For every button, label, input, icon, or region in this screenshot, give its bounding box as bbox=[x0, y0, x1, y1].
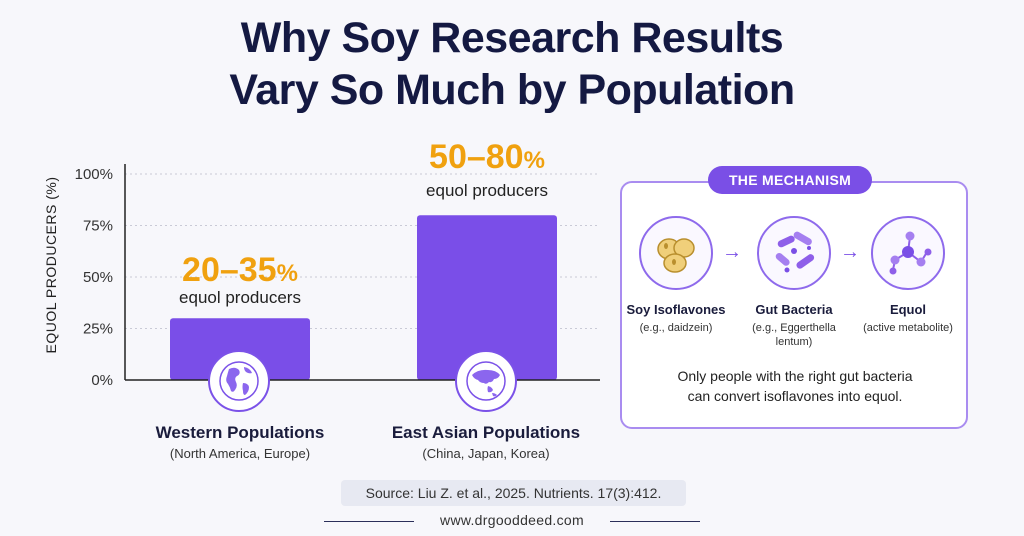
y-tick-label: 75% bbox=[83, 218, 113, 235]
step-name-isoflavones: Soy Isoflavones bbox=[626, 302, 726, 317]
step-sub-line: (e.g., Eggerthella bbox=[752, 322, 836, 334]
step-sub-line: lentum) bbox=[775, 336, 813, 348]
range-value: 20–35 bbox=[182, 251, 277, 289]
bar-range-caption-western: equol producers bbox=[179, 288, 301, 307]
y-axis-label: EQUOL PRODUCERS (%) bbox=[43, 176, 59, 353]
y-tick-label: 0% bbox=[91, 372, 113, 389]
step-name-bacteria: Gut Bacteria bbox=[755, 302, 833, 317]
bar-western bbox=[170, 318, 310, 380]
arrow-right-icon: → bbox=[840, 241, 860, 263]
category-label-east-asian: East Asian Populations bbox=[391, 423, 581, 442]
bacteria-icon bbox=[757, 216, 831, 290]
chart-bars bbox=[170, 215, 557, 380]
title-line-2: Vary So Much by Population bbox=[229, 66, 795, 114]
category-subtitle-east-asian: (China, Japan, Korea) bbox=[422, 446, 550, 461]
bar-chart: 0% 25% 50% 75% 100% EQUOL PRODUCERS (%) bbox=[43, 164, 600, 389]
footer-divider-left bbox=[324, 521, 414, 522]
globe-americas-icon bbox=[208, 350, 270, 412]
globe-asia-icon bbox=[455, 350, 517, 412]
step-sub-bacteria: (e.g., Eggerthella lentum) bbox=[734, 321, 854, 349]
bar-range-caption-east-asian: equol producers bbox=[426, 181, 548, 200]
step-name-equol: Equol bbox=[889, 302, 927, 317]
range-value: 50–80 bbox=[429, 138, 524, 176]
y-tick-label: 100% bbox=[75, 166, 113, 183]
bar-range-label-east-asian: 50–80% bbox=[367, 138, 607, 177]
step-sub-isoflavones: (e.g., daidzein) bbox=[616, 321, 736, 335]
website-url: www.drgooddeed.com bbox=[440, 512, 584, 528]
chart-y-ticks: 0% 25% 50% 75% 100% bbox=[75, 166, 113, 389]
title-line-1: Why Soy Research Results bbox=[240, 14, 784, 62]
y-tick-label: 50% bbox=[83, 269, 113, 286]
page-title: Why Soy Research Results Vary So Much by… bbox=[0, 12, 1024, 116]
mechanism-note-line-1: Only people with the right gut bacteria bbox=[677, 368, 913, 384]
range-unit: % bbox=[276, 260, 298, 287]
step-sub-line: (active metabolite) bbox=[863, 322, 953, 334]
step-sub-line: (e.g., daidzein) bbox=[639, 322, 713, 334]
molecule-icon bbox=[871, 216, 945, 290]
bar-range-label-western: 20–35% bbox=[120, 251, 360, 290]
arrow-right-icon: → bbox=[722, 241, 742, 263]
mechanism-badge: THE MECHANISM bbox=[708, 166, 872, 194]
mechanism-note-line-2: can convert isoflavones into equol. bbox=[687, 388, 903, 404]
range-unit: % bbox=[523, 147, 545, 174]
category-subtitle-western: (North America, Europe) bbox=[169, 446, 311, 461]
bar-east-asian bbox=[417, 215, 557, 380]
category-label-western: Western Populations bbox=[155, 423, 325, 442]
y-tick-label: 25% bbox=[83, 321, 113, 338]
step-sub-equol: (active metabolite) bbox=[848, 321, 968, 335]
mechanism-note: Only people with the right gut bacteria … bbox=[630, 366, 960, 406]
footer-divider-right bbox=[610, 521, 700, 522]
soybeans-icon bbox=[639, 216, 713, 290]
source-citation: Source: Liu Z. et al., 2025. Nutrients. … bbox=[341, 480, 686, 506]
